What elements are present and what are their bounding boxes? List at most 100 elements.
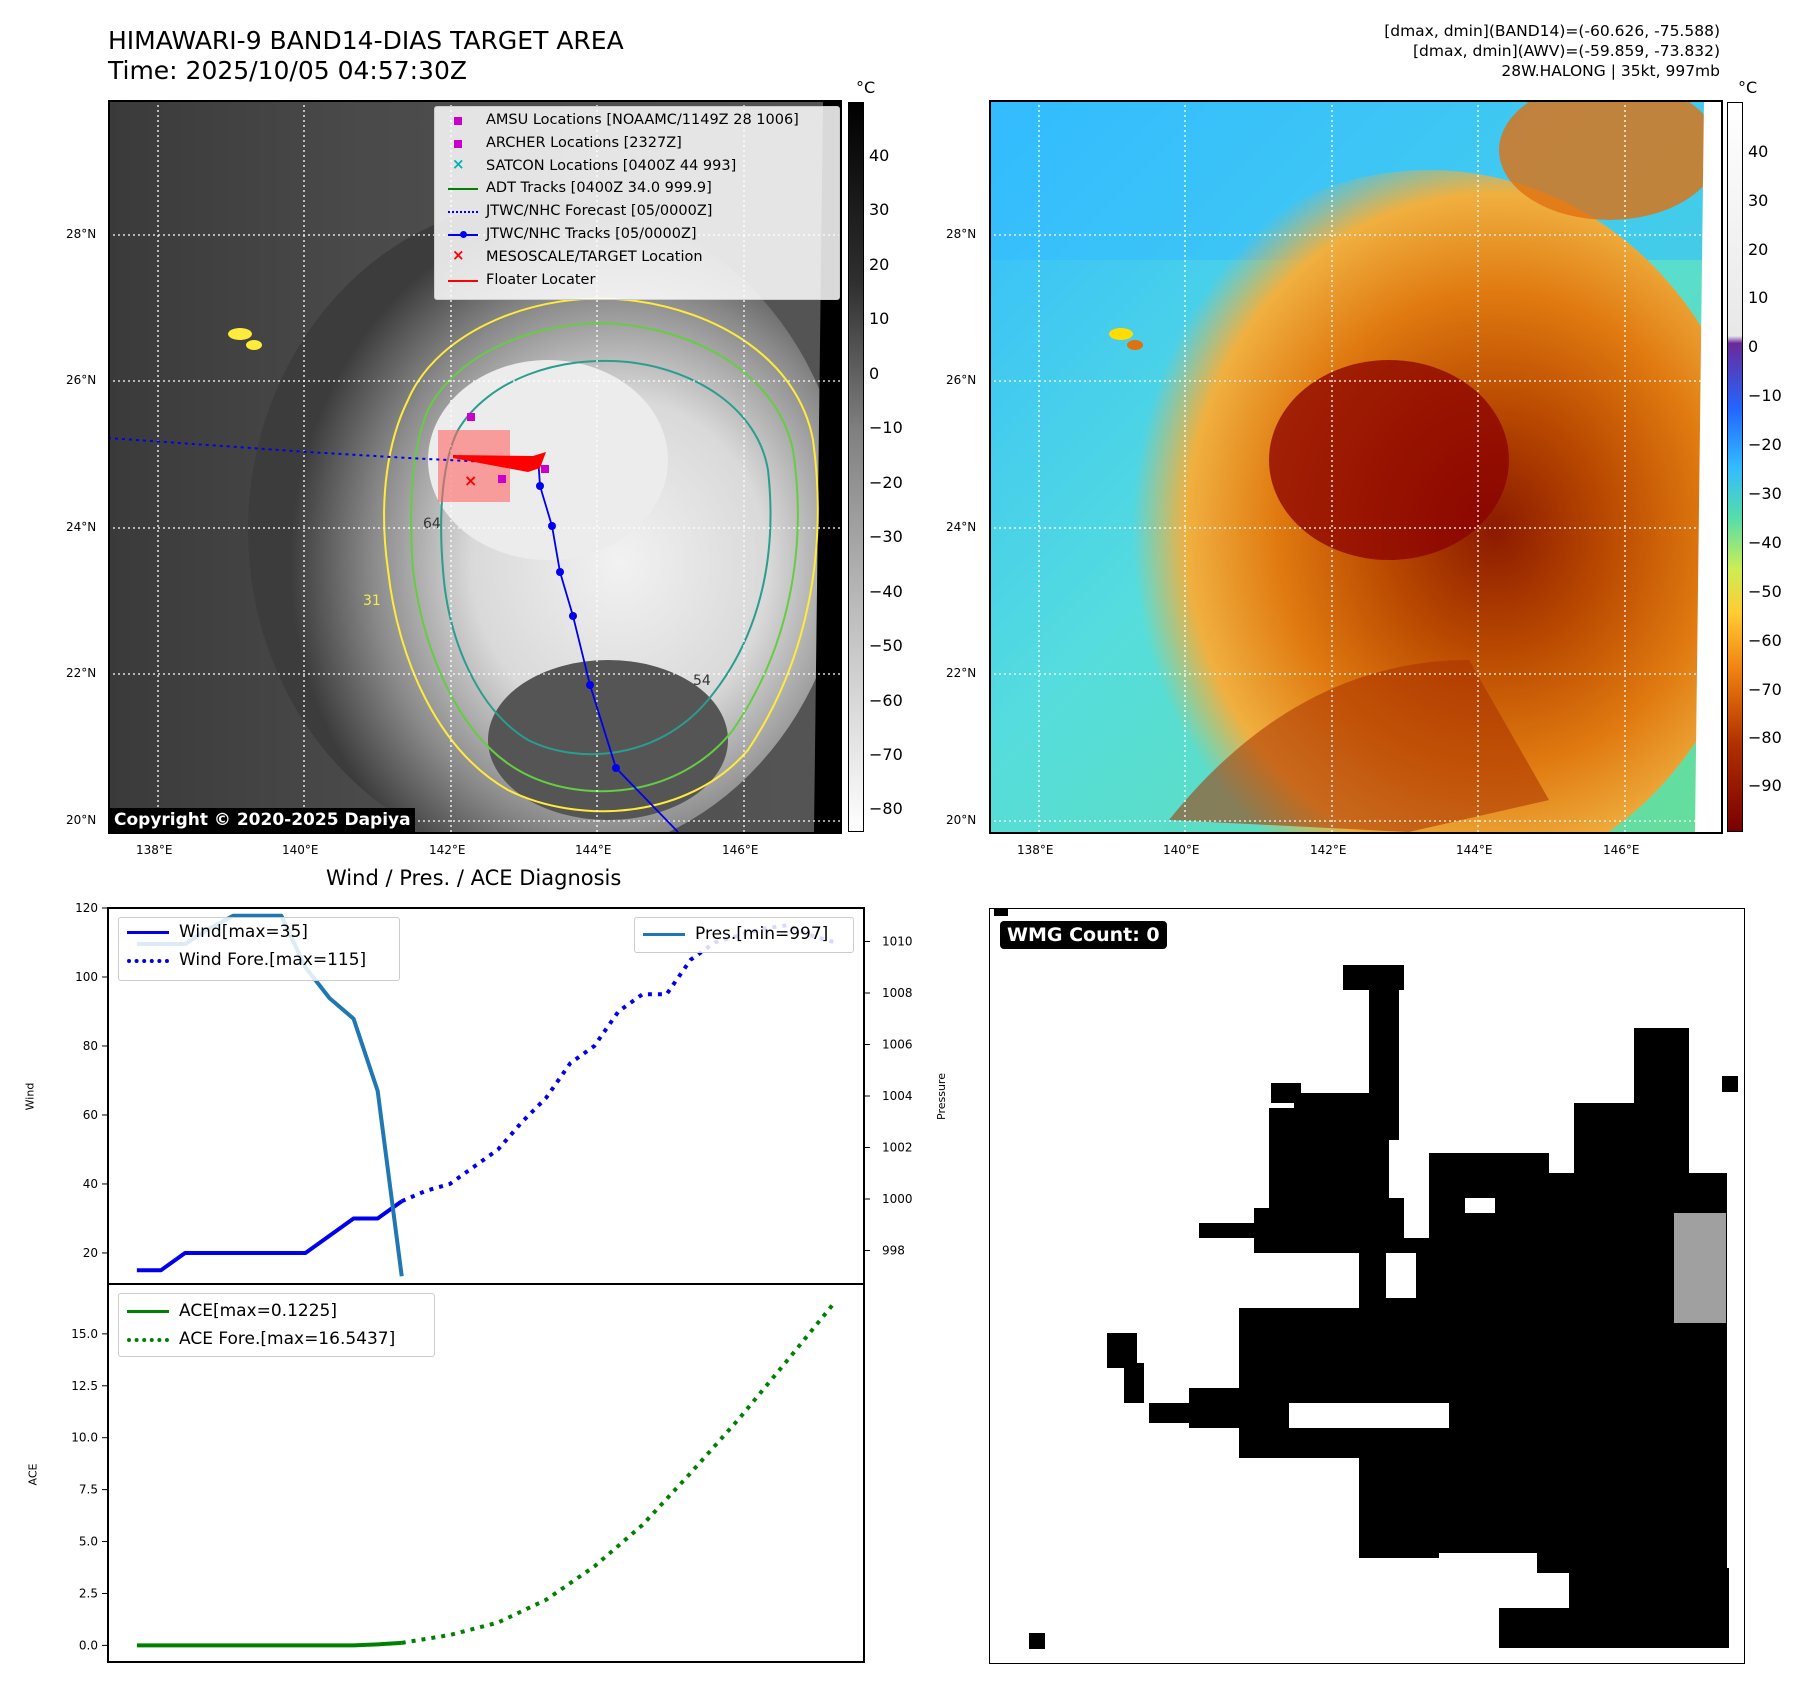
lon-tick: 142°E: [429, 843, 466, 857]
awv-range: [dmax, dmin](AWV)=(-59.859, -73.832): [1413, 42, 1720, 60]
ace-tick-label: 10.0: [71, 1431, 98, 1445]
pres-tick-label: 1010: [882, 934, 913, 948]
contour-label-64: 64: [423, 516, 441, 532]
lat-tick: 24°N: [946, 520, 977, 534]
wind-y-ticks: 20 40 60 80 100 120: [75, 901, 108, 1260]
colorbar-color-tick: 20: [1748, 240, 1769, 259]
lon-tick: 144°E: [1456, 843, 1493, 857]
colorbar-color-tick: −10: [1748, 386, 1782, 405]
amsu-marker: [467, 413, 475, 421]
colorbar-gray-tick: 0: [869, 364, 880, 383]
ace-tick-label: 0.0: [79, 1638, 98, 1652]
legend-label: Floater Locater: [486, 271, 596, 288]
colorbar-gray-tick: −30: [869, 527, 903, 546]
wind-tick-label: 120: [75, 901, 98, 915]
archer-marker: [498, 475, 506, 483]
lat-tick: 28°N: [66, 227, 97, 241]
legend-label: JTWC/NHC Forecast [05/0000Z]: [486, 203, 713, 220]
pres-y-ticks: 998 1000 1002 1004 1006 1008 1010: [864, 934, 913, 1258]
colorbar-gray-tick: −80: [869, 799, 903, 818]
wind-tick-label: 40: [83, 1177, 98, 1191]
colorbar-gray-tick: −50: [869, 636, 903, 655]
awv-color-map: [989, 100, 1721, 832]
wind-tick-label: 60: [83, 1108, 98, 1122]
ace-tick-label: 2.5: [79, 1586, 98, 1600]
wmg-mask: [994, 908, 1738, 1649]
mesoscale-target-marker: ×: [464, 471, 477, 490]
colorbar-color-tick: −80: [1748, 728, 1782, 747]
colorbar-gray: [848, 102, 864, 832]
map-legend: [434, 106, 840, 300]
ace-y-ticks: 0.0 2.5 5.0 7.5 10.0 12.5 15.0: [71, 1327, 108, 1652]
colorbar-color-tick: −60: [1748, 631, 1782, 650]
legend-wind-fore-label: Wind Fore.[max=115]: [179, 950, 367, 970]
lon-tick: 146°E: [1603, 843, 1640, 857]
ace-legend: ACE[max=0.1225] ACE Fore.[max=16.5437]: [118, 1293, 435, 1357]
line-green-icon: [127, 1310, 169, 1313]
square-magenta-icon: [454, 117, 462, 125]
line-dotted-green-icon: [127, 1338, 169, 1342]
colorbar-gray-tick: 40: [869, 146, 890, 165]
wind-forecast-line: [400, 923, 836, 1204]
colorbar-gray-tick: −40: [869, 582, 903, 601]
colorbar-color-tick: −30: [1748, 484, 1782, 503]
lat-tick: 24°N: [66, 520, 97, 534]
wmg-count-label: WMG Count: 0: [1000, 921, 1167, 949]
line-dotted-blue-icon: [127, 959, 169, 963]
map-gridlines-right: [989, 100, 1721, 832]
wind-tick-label: 100: [75, 970, 98, 984]
colorbar-color-tick: −20: [1748, 435, 1782, 454]
colorbar-color-tick: −90: [1748, 776, 1782, 795]
band14-range: [dmax, dmin](BAND14)=(-60.626, -75.588): [1384, 22, 1720, 40]
square-magenta-icon: [454, 139, 462, 148]
colorbar-gray-tick: −70: [869, 745, 903, 764]
wind-tick-label: 80: [83, 1039, 98, 1053]
ace-tick-label: 15.0: [71, 1327, 98, 1341]
wind-tick-label: 20: [83, 1246, 98, 1260]
ace-series: [136, 1300, 837, 1648]
lon-tick: 140°E: [282, 843, 319, 857]
colorbar-gray-unit: °C: [856, 78, 876, 97]
lat-tick: 22°N: [66, 666, 97, 680]
wind-legend: Wind[max=35] Wind Fore.[max=115]: [118, 917, 400, 981]
contour-label-31: 31: [363, 593, 381, 609]
legend-pres-label: Pres.[min=997]: [695, 924, 829, 944]
ace-axes-frame: [107, 1283, 865, 1663]
pres-tick-label: 998: [882, 1244, 905, 1258]
archer-marker-2: [541, 465, 549, 473]
lat-tick: 28°N: [946, 227, 977, 241]
x-red-icon: ×: [452, 245, 465, 264]
line-red-icon: [448, 279, 478, 282]
lat-tick: 26°N: [66, 373, 97, 387]
colorbar-color-unit: °C: [1738, 78, 1758, 97]
storm-info: 28W.HALONG | 35kt, 997mb: [1501, 62, 1720, 80]
wind-axis-label: Wind: [23, 1082, 37, 1111]
legend-label: SATCON Locations [0400Z 44 993]: [486, 157, 737, 174]
colorbar-color-tick: 0: [1748, 337, 1759, 356]
contour-label-54: 54: [693, 673, 711, 689]
lat-tick: 20°N: [66, 813, 97, 827]
colorbar-color: [1727, 102, 1743, 832]
colorbar-gray-tick: 10: [869, 309, 890, 328]
legend-ace-fore-label: ACE Fore.[max=16.5437]: [179, 1329, 396, 1349]
ace-tick-label: 5.0: [79, 1535, 98, 1549]
pres-tick-label: 1008: [882, 986, 913, 1000]
jtwc-track-points: [536, 482, 620, 772]
colorbar-gray-tick: −20: [869, 473, 903, 492]
colorbar-color-tick: −40: [1748, 533, 1782, 552]
pres-tick-label: 1000: [882, 1192, 913, 1206]
wmg-holes: [1289, 1198, 1495, 1428]
legend-wind-label: Wind[max=35]: [179, 922, 308, 942]
legend-label: AMSU Locations [NOAAMC/1149Z 28 1006]: [486, 112, 799, 128]
legend-label: ADT Tracks [0400Z 34.0 999.9]: [486, 180, 712, 197]
lat-tick: 26°N: [946, 373, 977, 387]
figure-time: Time: 2025/10/05 04:57:30Z: [108, 56, 467, 85]
ace-axis-label: ACE: [26, 1463, 40, 1486]
map-frame-left: [108, 100, 842, 834]
lat-tick: 22°N: [946, 666, 977, 680]
ace-tick-label: 7.5: [79, 1483, 98, 1497]
colorbar-gray-tick: −60: [869, 691, 903, 710]
legend-label: MESOSCALE/TARGET Location: [486, 248, 703, 265]
legend-ace-label: ACE[max=0.1225]: [179, 1301, 337, 1321]
line-dotted-blue-icon: [448, 211, 478, 214]
